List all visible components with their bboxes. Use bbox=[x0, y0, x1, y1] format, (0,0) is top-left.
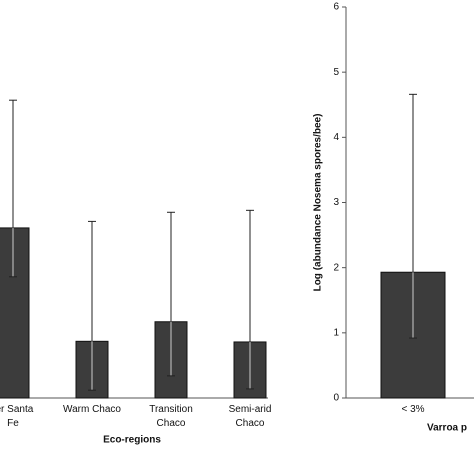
x-tick-label-box: Warm Chaco bbox=[63, 404, 121, 415]
x-tick-label: Warm Chaco bbox=[63, 404, 121, 415]
y-tick-label: 2 bbox=[333, 262, 339, 273]
x-tick-label: Transition Chaco bbox=[149, 404, 193, 429]
x-tick-label-box: Semi-arid Chaco bbox=[228, 404, 272, 429]
x-tick-label-box: ter Santa Fe bbox=[0, 404, 34, 429]
x-tick-label-box: < 3% bbox=[401, 404, 425, 415]
x-axis-label: Eco-regions bbox=[103, 435, 161, 446]
x-tick-label: < 3% bbox=[401, 404, 425, 415]
y-tick-label: 1 bbox=[333, 327, 339, 338]
y-tick-label: 5 bbox=[333, 67, 339, 78]
x-axis-label: Varroa p bbox=[427, 423, 467, 434]
y-tick-label: 4 bbox=[333, 132, 339, 143]
y-tick-label: 6 bbox=[333, 2, 339, 13]
y-tick-label: 0 bbox=[333, 393, 339, 404]
bar bbox=[0, 227, 30, 399]
x-tick-label-box: Transition Chaco bbox=[149, 404, 193, 429]
y-tick-label: 3 bbox=[333, 197, 339, 208]
x-tick-label: ter Santa Fe bbox=[0, 404, 34, 429]
y-axis-label: Log (abundance Nosema spores/bee) bbox=[313, 114, 324, 292]
x-tick-label: Semi-arid Chaco bbox=[228, 404, 272, 429]
